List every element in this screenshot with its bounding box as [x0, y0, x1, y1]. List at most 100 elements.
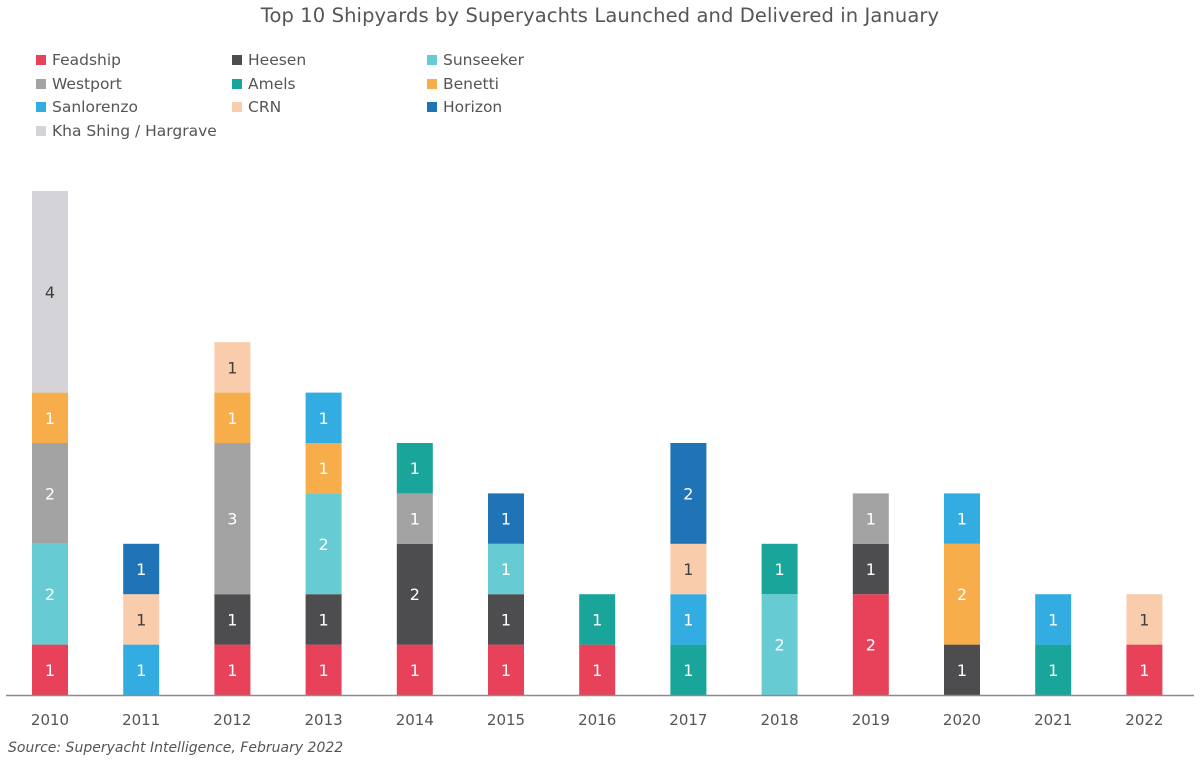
x-tick-label-2016: 2016 — [578, 711, 616, 729]
legend-swatch-westport — [36, 78, 46, 89]
data-label-2013-feadship: 1 — [319, 661, 329, 680]
legend-label-amels: Amels — [248, 74, 296, 93]
legend-swatch-sanlorenzo — [36, 102, 46, 113]
legend-item-kha-shing-hargrave: Kha Shing / Hargrave — [36, 121, 217, 141]
bar-2020-benetti — [944, 543, 980, 645]
data-label-2015-horizon: 1 — [501, 510, 511, 529]
data-label-2013-benetti: 1 — [319, 459, 329, 478]
x-tick-label-2011: 2011 — [122, 711, 160, 729]
data-label-2010-feadship: 1 — [45, 661, 55, 680]
bar-2013-benetti — [305, 443, 342, 494]
bar-2015-sunseeker — [488, 543, 524, 595]
data-label-2021-sanlorenzo: 1 — [1048, 610, 1058, 629]
data-label-2020-heesen: 1 — [957, 661, 967, 680]
bar-2017-sanlorenzo — [670, 594, 707, 645]
bar-2018-sunseeker — [761, 594, 798, 695]
legend-item-crn: CRN — [232, 97, 281, 117]
bar-2019-feadship — [852, 594, 889, 695]
legend-label-heesen: Heesen — [248, 51, 307, 69]
x-tick-label-2014: 2014 — [396, 711, 434, 729]
data-label-2013-heesen: 1 — [319, 610, 329, 629]
x-tick-label-2010: 2010 — [31, 711, 69, 729]
data-label-2014-feadship: 1 — [410, 661, 420, 680]
data-label-2016-amels: 1 — [592, 610, 602, 629]
bar-2010-benetti — [32, 392, 68, 443]
data-label-2017-sanlorenzo: 1 — [683, 610, 693, 629]
bar-2014-heesen — [396, 543, 433, 645]
data-label-2015-feadship: 1 — [501, 661, 511, 680]
data-label-2012-westport: 3 — [227, 510, 237, 529]
bar-2012-benetti — [214, 392, 251, 443]
data-label-2013-sunseeker: 2 — [319, 535, 329, 554]
x-tick-label-2021: 2021 — [1034, 711, 1072, 729]
legend-item-westport: Westport — [36, 74, 122, 94]
bar-2011-crn — [123, 594, 160, 645]
legend-item-sunseeker: Sunseeker — [427, 50, 524, 70]
bar-2015-heesen — [488, 594, 524, 645]
legend-item-horizon: Horizon — [427, 97, 502, 117]
data-label-2018-amels: 1 — [775, 560, 785, 579]
bar-2011-sanlorenzo — [123, 644, 160, 695]
data-label-2012-feadship: 1 — [227, 661, 237, 680]
data-label-2021-amels: 1 — [1048, 661, 1058, 680]
data-label-2012-benetti: 1 — [227, 409, 237, 428]
data-label-2019-heesen: 1 — [866, 560, 876, 579]
data-label-2012-heesen: 1 — [227, 610, 237, 629]
bar-2019-westport — [852, 493, 889, 544]
legend-label-sunseeker: Sunseeker — [443, 51, 524, 69]
bar-2010-sunseeker — [32, 543, 68, 645]
legend-label-sanlorenzo: Sanlorenzo — [52, 98, 138, 117]
data-label-2017-horizon: 2 — [683, 484, 693, 503]
data-label-2010-benetti: 1 — [45, 409, 55, 428]
legend-swatch-feadship — [36, 55, 46, 65]
data-label-2017-amels: 1 — [683, 661, 693, 680]
x-tick-label-2013: 2013 — [305, 711, 343, 729]
data-label-2014-westport: 1 — [410, 510, 420, 529]
legend-item-feadship: Feadship — [36, 50, 121, 70]
bar-2022-crn — [1126, 594, 1163, 645]
x-tick-label-2019: 2019 — [852, 711, 890, 729]
bar-2013-heesen — [305, 594, 342, 645]
bar-2014-westport — [396, 493, 433, 544]
x-tick-label-2022: 2022 — [1125, 711, 1163, 729]
data-label-2016-feadship: 1 — [592, 661, 602, 680]
bar-2015-horizon — [488, 493, 524, 544]
bar-2017-crn — [670, 543, 707, 595]
bar-2020-sanlorenzo — [944, 493, 980, 544]
bar-2016-amels — [579, 594, 616, 645]
bar-2011-horizon — [123, 543, 160, 595]
x-tick-label-2015: 2015 — [487, 711, 525, 729]
legend: Feadship Heesen Sunseeker Westport Amels Bene… — [0, 0, 1200, 150]
data-label-2019-westport: 1 — [866, 510, 876, 529]
bar-2022-feadship — [1126, 644, 1163, 695]
bar-2021-sanlorenzo — [1035, 594, 1072, 645]
bar-2016-feadship — [579, 644, 616, 695]
bar-2012-feadship — [214, 644, 251, 695]
bar-2021-amels — [1035, 644, 1072, 695]
bar-2014-amels — [396, 443, 433, 494]
bar-2019-heesen — [852, 543, 889, 595]
bar-2010-feadship — [32, 644, 68, 695]
data-label-2015-heesen: 1 — [501, 610, 511, 629]
legend-label-crn: CRN — [248, 98, 282, 117]
bar-2015-feadship — [488, 644, 524, 695]
data-label-2010-kha-shing-hargrave: 4 — [45, 283, 55, 302]
source-note: Source: Superyacht Intelligence, Februar… — [8, 740, 344, 756]
x-tick-label-2020: 2020 — [943, 711, 981, 729]
bar-2014-feadship — [396, 644, 433, 695]
data-label-2013-sanlorenzo: 1 — [319, 409, 329, 428]
legend-swatch-kha-shing-hargrave — [36, 126, 46, 137]
legend-label-westport: Westport — [52, 74, 122, 93]
legend-item-sanlorenzo: Sanlorenzo — [36, 97, 138, 117]
data-label-2015-sunseeker: 1 — [501, 560, 511, 579]
data-label-2011-crn: 1 — [136, 610, 146, 629]
x-tick-label-2012: 2012 — [213, 711, 251, 729]
data-label-2012-crn: 1 — [227, 358, 237, 377]
data-label-2010-westport: 2 — [45, 484, 55, 503]
bar-2013-sanlorenzo — [305, 392, 342, 443]
bar-2013-sunseeker — [305, 493, 342, 595]
legend-label-horizon: Horizon — [443, 98, 503, 117]
legend-swatch-heesen — [232, 55, 242, 65]
data-label-2020-benetti: 2 — [957, 585, 967, 604]
